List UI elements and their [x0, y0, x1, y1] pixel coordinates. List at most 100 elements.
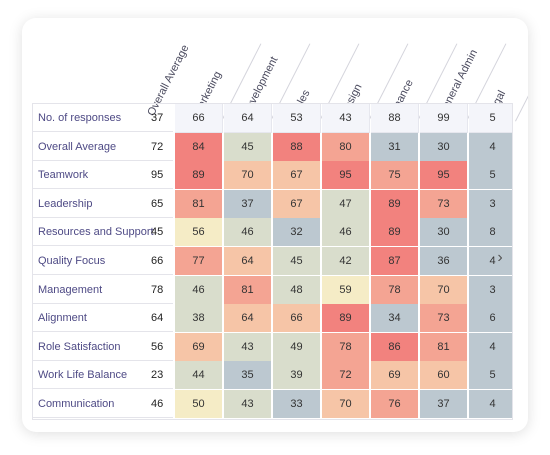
- heatmap-cell: 73: [420, 190, 468, 219]
- row-overall-value: 46: [151, 398, 164, 410]
- row-overall-value: 95: [151, 169, 164, 181]
- heatmap-cell: 43: [224, 390, 272, 419]
- heatmap-cell: 66: [175, 104, 223, 133]
- row-label: Leadership: [38, 198, 93, 210]
- heatmap-cell: 30: [420, 218, 468, 247]
- chevron-right-icon: ›: [497, 249, 503, 266]
- heatmap-cell: 95: [322, 161, 370, 190]
- row-overall-value: 37: [151, 112, 164, 124]
- row-overall-value: 64: [151, 312, 164, 324]
- heatmap-cell: 75: [371, 161, 419, 190]
- heatmap-cell: 77: [175, 247, 223, 276]
- row-label: Role Satisfaction: [38, 341, 121, 353]
- heatmap-cell: 37: [224, 190, 272, 219]
- heatmap-cell: 8: [469, 218, 512, 247]
- heatmap-cell: 86: [371, 333, 419, 362]
- row-overall-value: 56: [151, 341, 164, 353]
- heatmap-cell: 53: [273, 104, 321, 133]
- heatmap-cell: 73: [420, 304, 468, 333]
- heatmap-cell: 32: [273, 218, 321, 247]
- row-label: Quality Focus: [38, 255, 106, 267]
- heatmap-cell: 4: [469, 247, 512, 276]
- heatmap-cell: 48: [273, 276, 321, 305]
- heatmap-cell: 38: [175, 304, 223, 333]
- heatmap-cell: 89: [175, 161, 223, 190]
- heatmap-cell: 84: [175, 133, 223, 162]
- table-row: Resources and Support 45: [33, 218, 173, 246]
- heatmap-cell: 89: [322, 304, 370, 333]
- table-row: Leadership 65: [33, 190, 173, 218]
- table-row: Role Satisfaction 56: [33, 333, 173, 361]
- heatmap-cell: 88: [371, 104, 419, 133]
- heatmap-cell: 39: [273, 361, 321, 390]
- row-label: Alignment: [38, 312, 87, 324]
- heatmap-cell: 59: [322, 276, 370, 305]
- heatmap-cell: 72: [322, 361, 370, 390]
- heatmap-cell: 67: [273, 190, 321, 219]
- heatmap-cell: 34: [371, 304, 419, 333]
- heatmap-cell: 99: [420, 104, 468, 133]
- heatmap-cell: 64: [224, 104, 272, 133]
- heatmap-cell: 67: [273, 161, 321, 190]
- heatmap-cell: 5: [469, 104, 512, 133]
- heatmap-cell: 70: [420, 276, 468, 305]
- heatmap-cell: 6: [469, 304, 512, 333]
- heatmap-cell: 81: [224, 276, 272, 305]
- row-label: Work Life Balance: [38, 369, 128, 381]
- heatmap-cell: 46: [175, 276, 223, 305]
- heatmap-cell: 30: [420, 133, 468, 162]
- heatmap-cell: 66: [273, 304, 321, 333]
- heatmap-cell: 60: [420, 361, 468, 390]
- heatmap-cell: 36: [420, 247, 468, 276]
- heatmap-cell: 5: [469, 361, 512, 390]
- heatmap-cell: 69: [175, 333, 223, 362]
- heatmap-cell: 70: [322, 390, 370, 419]
- row-label: Management: [38, 284, 103, 296]
- table-row: Management 78: [33, 276, 173, 304]
- heatmap-card: Overall Average Marketing Development Sales…: [22, 18, 528, 432]
- heatmap-cell: 64: [224, 304, 272, 333]
- heatmap-cell: 80: [322, 133, 370, 162]
- heatmap-cell: 46: [224, 218, 272, 247]
- heatmap-cell: 43: [224, 333, 272, 362]
- row-label: No. of responses: [38, 112, 122, 124]
- row-overall-value: 45: [151, 226, 164, 238]
- heatmap-cell: 45: [224, 133, 272, 162]
- heatmap-cell: 89: [371, 218, 419, 247]
- table-row: No. of responses 37: [33, 104, 173, 132]
- heatmap-cell: 42: [322, 247, 370, 276]
- heatmap-cell: 4: [469, 390, 512, 419]
- row-label: Communication: [38, 398, 115, 410]
- heatmap-cell: 81: [175, 190, 223, 219]
- heatmap-cell: 43: [322, 104, 370, 133]
- table-row: Communication 46: [33, 390, 173, 418]
- heatmap-cell: 50: [175, 390, 223, 419]
- heatmap-cell: 56: [175, 218, 223, 247]
- table-row: Overall Average 72: [33, 133, 173, 161]
- heatmap-cell: 5: [469, 161, 512, 190]
- heatmap-cell: 95: [420, 161, 468, 190]
- heatmap-cell: 69: [371, 361, 419, 390]
- heatmap-cell: 64: [224, 247, 272, 276]
- heatmap-cell: 3: [469, 190, 512, 219]
- heatmap-cell: 81: [420, 333, 468, 362]
- heatmap-cell: 47: [322, 190, 370, 219]
- next-page-button[interactable]: ›: [490, 243, 510, 273]
- heatmap-cell: 70: [224, 161, 272, 190]
- heatmap-cell: 4: [469, 333, 512, 362]
- row-overall-value: 72: [151, 141, 164, 153]
- row-overall-value: 65: [151, 198, 164, 210]
- heatmap-cell: 31: [371, 133, 419, 162]
- heatmap-cell: 87: [371, 247, 419, 276]
- row-overall-value: 78: [151, 284, 164, 296]
- row-label: Resources and Support: [38, 226, 154, 238]
- heatmap-cell: 78: [322, 333, 370, 362]
- heatmap-cell: 78: [371, 276, 419, 305]
- heatmap-cell: 3: [469, 276, 512, 305]
- table-row: Alignment 64: [33, 304, 173, 332]
- heatmap-cell: 49: [273, 333, 321, 362]
- heatmap-cell: 33: [273, 390, 321, 419]
- heatmap-cell: 44: [175, 361, 223, 390]
- table-row: Work Life Balance 23: [33, 361, 173, 389]
- row-overall-value: 66: [151, 255, 164, 267]
